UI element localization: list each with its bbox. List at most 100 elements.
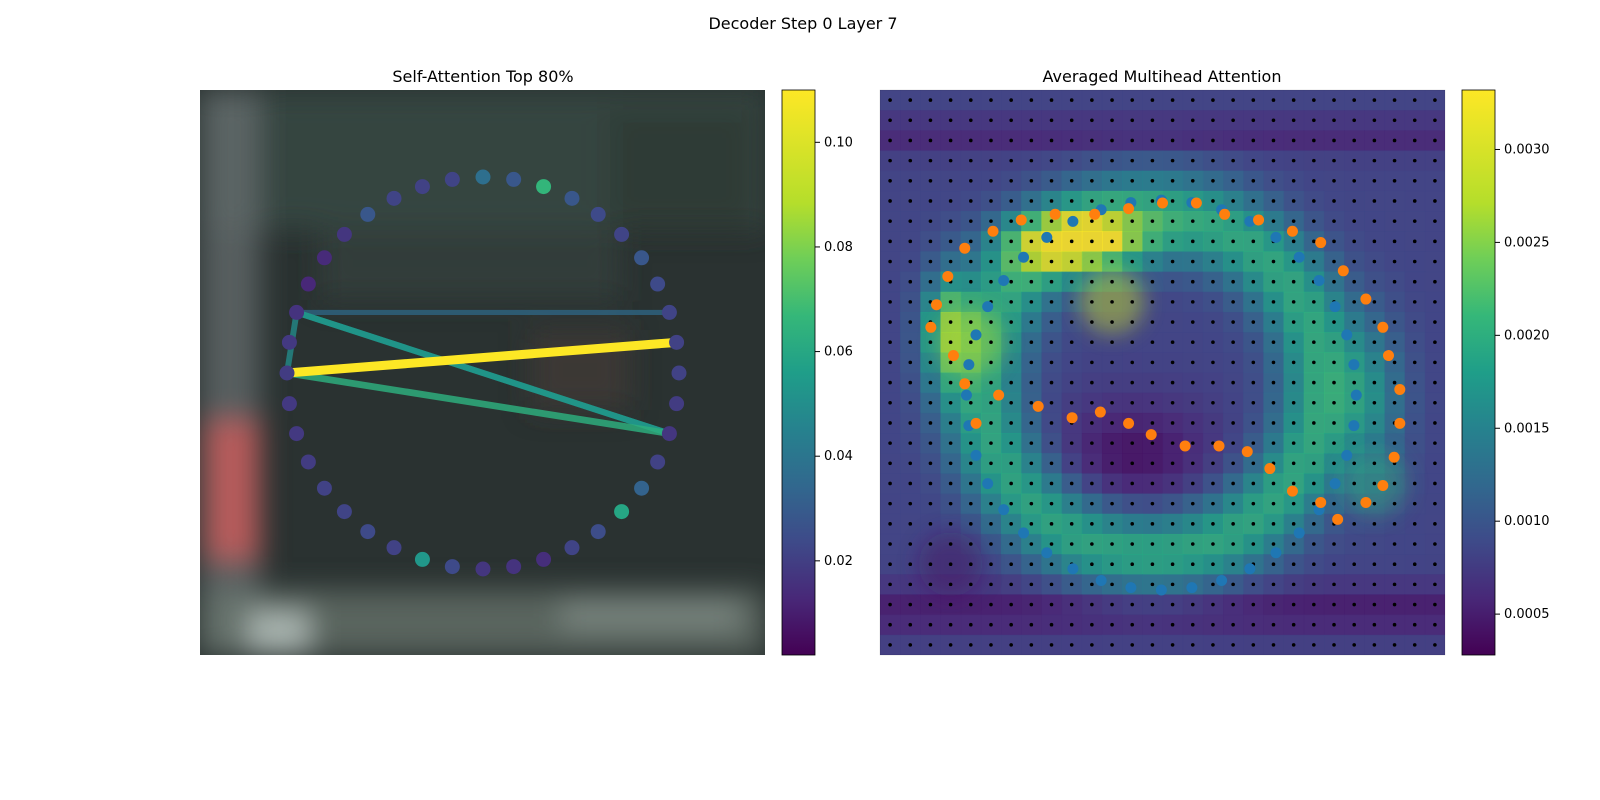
grid-dot [888,118,892,123]
grid-dot [948,461,953,466]
grid-dot [888,643,892,647]
grid-dot [1312,360,1316,365]
grid-dot [1352,542,1356,546]
grid-dot [969,118,973,123]
grid-dot [928,239,933,244]
grid-dot [969,522,973,526]
grid-dot [1433,501,1437,506]
orange-point [931,299,942,311]
grid-dot [1049,219,1054,223]
attention-node [289,426,305,442]
grid-dot [1090,320,1094,324]
grid-dot [1110,562,1114,566]
grid-dot [908,279,913,284]
grid-dot [1231,320,1235,324]
grid-dot [1211,582,1215,587]
grid-dot [1231,179,1235,183]
grid-dot [1372,542,1377,546]
grid-dot [1291,542,1296,546]
grid-dot [969,643,973,647]
grid-dot [1251,522,1256,526]
grid-dot [1190,380,1195,385]
grid-dot [1009,501,1013,506]
grid-dot [1049,259,1054,264]
grid-dot [1231,622,1235,627]
grid-dot [1150,562,1155,566]
grid-dot [1352,219,1356,223]
grid-dot [1433,441,1437,445]
self-attention-panel: Self-Attention Top 80% [200,67,765,655]
grid-dot [1372,239,1377,244]
grid-dot [1291,98,1296,102]
grid-dot [1392,279,1397,284]
grid-dot [948,300,953,304]
grid-dot [1271,421,1276,425]
grid-dot [1392,320,1397,324]
grid-dot [928,461,933,466]
grid-dot [1352,481,1356,486]
grid-dot [969,622,973,627]
grid-dot [948,522,953,526]
grid-dot [1009,542,1013,546]
grid-dot [1251,481,1256,486]
blue-point [970,329,982,341]
blue-point [1216,574,1228,586]
grid-dot [1392,441,1397,445]
grid-dot [1190,542,1195,546]
grid-dot [1150,300,1155,304]
grid-dot [948,98,953,102]
grid-dot [1251,602,1256,607]
grid-dot [908,300,913,304]
colorbar-tick-label: 0.08 [824,240,853,255]
attention-edge [283,369,673,437]
grid-dot [1332,501,1336,506]
grid-dot [1009,441,1013,445]
grid-dot [989,380,993,385]
grid-dot [1110,239,1114,244]
grid-dot [1130,239,1135,244]
orange-point [1388,451,1400,463]
grid-dot [1009,118,1013,123]
grid-dot [1009,340,1013,345]
grid-dot [1110,441,1114,445]
grid-dot [1110,622,1114,627]
grid-dot [1412,279,1417,284]
grid-dot [1069,320,1074,324]
attention-node [279,365,295,381]
grid-dot [969,239,973,244]
attention-node [475,561,491,577]
grid-dot [989,461,993,466]
grid-dot [1049,461,1054,466]
grid-dot [948,138,953,143]
grid-dot [1110,461,1114,466]
grid-dot [1150,158,1155,163]
grid-dot [888,259,892,264]
grid-dot [1312,602,1316,607]
grid-dot [928,400,933,405]
grid-dot [888,481,892,486]
colorbar-tick-label: 0.04 [824,449,853,464]
grid-dot [1211,259,1215,264]
grid-dot [1090,421,1094,425]
grid-dot [928,380,933,385]
grid-dot [1251,400,1256,405]
grid-dot [1433,421,1437,425]
blue-point [1067,215,1079,227]
grid-dot [1312,138,1316,143]
grid-dot [1150,582,1155,587]
grid-dot [1271,602,1276,607]
orange-point [1360,496,1372,508]
grid-dot [1090,239,1094,244]
grid-dot [1251,461,1256,466]
grid-dot [1433,481,1437,486]
orange-point [1066,412,1078,424]
orange-point [959,378,971,390]
grid-dot [1009,158,1013,163]
grid-dot [1170,158,1175,163]
grid-dot [1069,199,1074,203]
grid-dot [1049,643,1054,647]
grid-dot [1412,421,1417,425]
grid-dot [1110,380,1114,385]
grid-dot [1049,320,1054,324]
grid-dot [1332,199,1336,203]
